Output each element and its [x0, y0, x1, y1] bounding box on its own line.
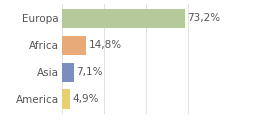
Bar — [62, 90, 70, 109]
Text: 14,8%: 14,8% — [89, 40, 122, 50]
Text: 7,1%: 7,1% — [76, 67, 102, 77]
Text: 73,2%: 73,2% — [187, 13, 220, 23]
Bar — [62, 36, 87, 55]
Bar — [62, 63, 74, 82]
Text: 4,9%: 4,9% — [72, 94, 99, 104]
Bar — [62, 9, 185, 28]
